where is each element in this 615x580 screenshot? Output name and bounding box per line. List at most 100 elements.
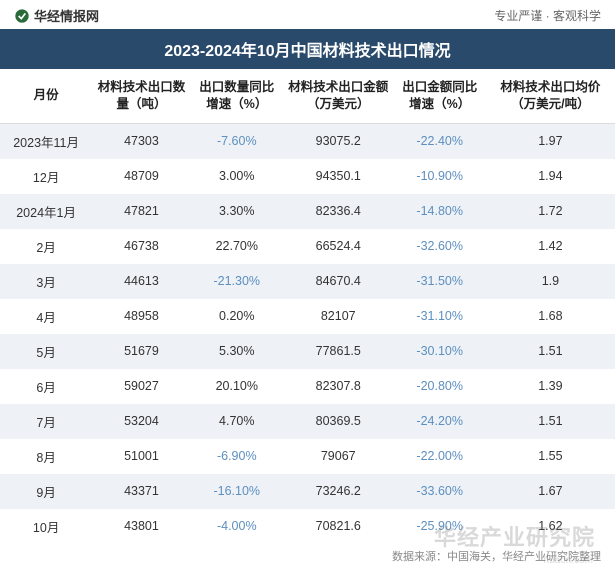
cell-price: 1.68 [486, 299, 615, 334]
cell-amt: 70821.6 [283, 509, 394, 544]
cell-amt-yoy: -10.90% [394, 159, 486, 194]
cell-amt-yoy: -24.20% [394, 404, 486, 439]
col-qty: 材料技术出口数量（吨） [92, 69, 190, 123]
cell-amt: 94350.1 [283, 159, 394, 194]
cell-price: 1.94 [486, 159, 615, 194]
cell-qty: 44613 [92, 264, 190, 299]
cell-qty-yoy: 20.10% [191, 369, 283, 404]
table-row: 5月516795.30%77861.5-30.10%1.51 [0, 334, 615, 369]
cell-month: 10月 [0, 509, 92, 544]
tagline: 专业严谨 · 客观科学 [494, 7, 601, 24]
cell-qty: 51001 [92, 439, 190, 474]
col-amt-yoy: 出口金额同比增速（%） [394, 69, 486, 123]
cell-price: 1.51 [486, 404, 615, 439]
cell-qty-yoy: -16.10% [191, 474, 283, 509]
cell-qty-yoy: -21.30% [191, 264, 283, 299]
cell-amt: 73246.2 [283, 474, 394, 509]
table-header-row: 月份 材料技术出口数量（吨） 出口数量同比增速（%） 材料技术出口金额（万美元）… [0, 69, 615, 123]
table-row: 2023年11月47303-7.60%93075.2-22.40%1.97 [0, 123, 615, 159]
cell-amt-yoy: -31.10% [394, 299, 486, 334]
cell-price: 1.42 [486, 229, 615, 264]
cell-qty: 46738 [92, 229, 190, 264]
table-row: 10月43801-4.00%70821.6-25.90%1.62 [0, 509, 615, 544]
table-title: 2023-2024年10月中国材料技术出口情况 [0, 29, 615, 69]
cell-qty-yoy: 22.70% [191, 229, 283, 264]
cell-amt: 82336.4 [283, 194, 394, 229]
table-row: 3月44613-21.30%84670.4-31.50%1.9 [0, 264, 615, 299]
cell-qty-yoy: -7.60% [191, 123, 283, 159]
cell-price: 1.97 [486, 123, 615, 159]
cell-price: 1.62 [486, 509, 615, 544]
table-row: 8月51001-6.90%79067-22.00%1.55 [0, 439, 615, 474]
cell-month: 8月 [0, 439, 92, 474]
cell-price: 1.67 [486, 474, 615, 509]
cell-qty-yoy: 4.70% [191, 404, 283, 439]
table-row: 2024年1月478213.30%82336.4-14.80%1.72 [0, 194, 615, 229]
site-name: 华经情报网 [34, 6, 99, 25]
cell-amt: 66524.4 [283, 229, 394, 264]
table-row: 6月5902720.10%82307.8-20.80%1.39 [0, 369, 615, 404]
table-row: 7月532044.70%80369.5-24.20%1.51 [0, 404, 615, 439]
table-row: 4月489580.20%82107-31.10%1.68 [0, 299, 615, 334]
cell-amt: 77861.5 [283, 334, 394, 369]
cell-month: 2月 [0, 229, 92, 264]
cell-price: 1.39 [486, 369, 615, 404]
cell-qty-yoy: 3.30% [191, 194, 283, 229]
cell-amt: 82307.8 [283, 369, 394, 404]
cell-qty-yoy: -4.00% [191, 509, 283, 544]
cell-price: 1.72 [486, 194, 615, 229]
cell-month: 2024年1月 [0, 194, 92, 229]
cell-amt-yoy: -30.10% [394, 334, 486, 369]
site-brand: 华经情报网 [14, 6, 99, 25]
cell-qty: 59027 [92, 369, 190, 404]
cell-price: 1.9 [486, 264, 615, 299]
cell-qty: 51679 [92, 334, 190, 369]
cell-amt-yoy: -22.40% [394, 123, 486, 159]
cell-month: 3月 [0, 264, 92, 299]
cell-amt: 84670.4 [283, 264, 394, 299]
cell-amt: 82107 [283, 299, 394, 334]
cell-qty: 47821 [92, 194, 190, 229]
cell-amt-yoy: -33.60% [394, 474, 486, 509]
cell-qty: 48709 [92, 159, 190, 194]
col-qty-yoy: 出口数量同比增速（%） [191, 69, 283, 123]
cell-amt: 93075.2 [283, 123, 394, 159]
table-body: 2023年11月47303-7.60%93075.2-22.40%1.9712月… [0, 123, 615, 544]
cell-amt-yoy: -22.00% [394, 439, 486, 474]
cell-qty: 43801 [92, 509, 190, 544]
data-table: 月份 材料技术出口数量（吨） 出口数量同比增速（%） 材料技术出口金额（万美元）… [0, 69, 615, 544]
cell-amt-yoy: -32.60% [394, 229, 486, 264]
cell-qty: 48958 [92, 299, 190, 334]
top-bar: 华经情报网 专业严谨 · 客观科学 [0, 0, 615, 29]
cell-month: 5月 [0, 334, 92, 369]
cell-qty: 43371 [92, 474, 190, 509]
cell-price: 1.51 [486, 334, 615, 369]
table-row: 12月487093.00%94350.1-10.90%1.94 [0, 159, 615, 194]
col-amt: 材料技术出口金额（万美元） [283, 69, 394, 123]
table-row: 2月4673822.70%66524.4-32.60%1.42 [0, 229, 615, 264]
col-month: 月份 [0, 69, 92, 123]
cell-month: 7月 [0, 404, 92, 439]
cell-qty-yoy: 5.30% [191, 334, 283, 369]
cell-amt-yoy: -14.80% [394, 194, 486, 229]
table-row: 9月43371-16.10%73246.2-33.60%1.67 [0, 474, 615, 509]
cell-month: 2023年11月 [0, 123, 92, 159]
col-price: 材料技术出口均价（万美元/吨） [486, 69, 615, 123]
logo-icon [14, 8, 30, 24]
cell-qty: 53204 [92, 404, 190, 439]
cell-amt: 79067 [283, 439, 394, 474]
cell-month: 4月 [0, 299, 92, 334]
cell-qty-yoy: -6.90% [191, 439, 283, 474]
cell-month: 12月 [0, 159, 92, 194]
cell-amt-yoy: -25.90% [394, 509, 486, 544]
cell-month: 9月 [0, 474, 92, 509]
cell-qty-yoy: 0.20% [191, 299, 283, 334]
cell-amt-yoy: -31.50% [394, 264, 486, 299]
data-source-footer: 数据来源：中国海关，华经产业研究院整理 [0, 544, 615, 564]
cell-qty-yoy: 3.00% [191, 159, 283, 194]
cell-price: 1.55 [486, 439, 615, 474]
cell-month: 6月 [0, 369, 92, 404]
cell-qty: 47303 [92, 123, 190, 159]
cell-amt: 80369.5 [283, 404, 394, 439]
cell-amt-yoy: -20.80% [394, 369, 486, 404]
